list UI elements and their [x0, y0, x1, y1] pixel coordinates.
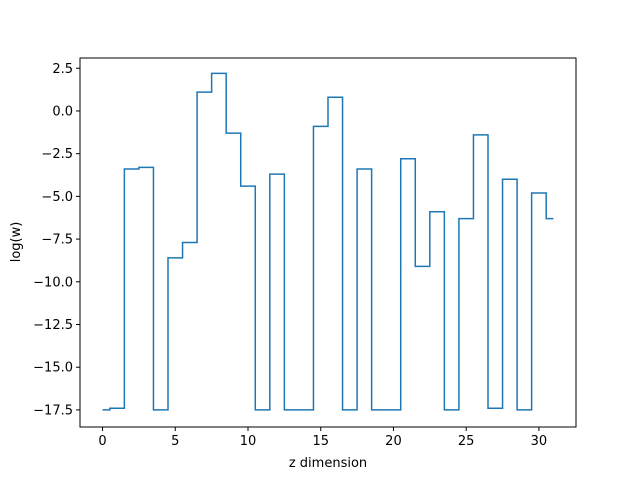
series-layer — [102, 72, 554, 411]
y-axis-ticks: 2.5 0.0 −2.5 −5.0 −7.5 −10.0 −12.5 −15.0 −17.5 — [33, 62, 80, 418]
y-tick-label: −12.5 — [33, 318, 73, 333]
x-axis-ticks: 0 5 10 15 20 25 30 — [98, 427, 547, 449]
x-tick-label: 25 — [458, 434, 475, 449]
y-tick-label: −7.5 — [41, 233, 73, 248]
y-tick-label: 2.5 — [52, 62, 73, 77]
y-tick-label: −15.0 — [33, 361, 73, 376]
x-tick-label: 20 — [385, 434, 402, 449]
series-step-line — [102, 72, 554, 411]
y-tick-label: −5.0 — [41, 190, 73, 205]
y-axis-label: log(w) — [9, 222, 24, 263]
y-tick-label: −17.5 — [33, 403, 73, 418]
x-tick-label: 30 — [531, 434, 548, 449]
x-tick-label: 15 — [312, 434, 329, 449]
x-tick-label: 10 — [240, 434, 257, 449]
x-tick-label: 0 — [98, 434, 106, 449]
y-tick-label: −10.0 — [33, 275, 73, 290]
x-axis-label: z dimension — [289, 456, 367, 471]
x-tick-label: 5 — [171, 434, 179, 449]
y-tick-label: 0.0 — [52, 104, 73, 119]
plot-area-frame — [79, 57, 577, 428]
y-tick-label: −2.5 — [41, 147, 73, 162]
